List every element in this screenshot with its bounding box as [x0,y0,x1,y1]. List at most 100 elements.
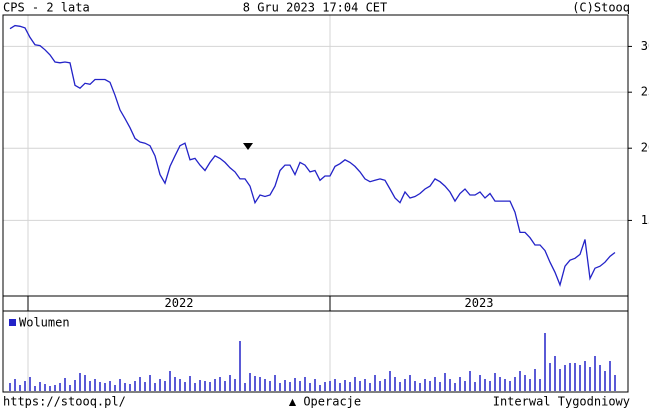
volume-bar [489,381,491,391]
volume-bar [209,382,211,391]
volume-bar [104,383,106,391]
volume-bar [154,383,156,391]
volume-bar [564,365,566,391]
volume-bar [124,383,126,391]
volume-bar [344,380,346,391]
volume-bar [434,377,436,391]
volume-bar [519,371,521,391]
volume-bar [594,356,596,391]
legend-label: Wolumen [19,316,70,330]
volume-bar [94,379,96,391]
volume-bar [279,383,281,391]
volume-bar [484,379,486,391]
volume-bar [79,373,81,391]
volume-bar [339,383,341,391]
volume-bar [289,382,291,391]
footer-url: https://stooq.pl/ [3,395,126,409]
y-tick-label: 30 [641,39,649,53]
volume-bar [529,379,531,391]
volume-bar [164,381,166,391]
volume-bar [99,382,101,391]
volume-bar [474,382,476,391]
volume-bar [364,379,366,391]
volume-bar [424,379,426,391]
volume-bar [599,365,601,391]
volume-bar [54,385,56,391]
volume-bar [574,363,576,391]
volume-bar [454,383,456,391]
volume-bar [399,382,401,391]
volume-bar [524,375,526,391]
volume-bar [354,377,356,391]
volume-bar [244,383,246,391]
volume-bar [584,361,586,391]
volume-bar [569,363,571,391]
price-line [9,24,616,287]
volume-bar [239,341,241,391]
volume-bar [44,384,46,391]
volume-bar [64,378,66,391]
volume-bar [324,382,326,391]
x-tick-label: 2022 [165,296,194,310]
volume-bar [409,375,411,391]
volume-bar [214,379,216,391]
volume-bar [134,381,136,391]
copyright: (C)Stooq [572,1,630,15]
volume-bar [389,371,391,391]
volume-bar [539,379,541,391]
y-tick-label: 25 [641,85,649,99]
volume-bar [494,373,496,391]
volume-bar [169,371,171,391]
volume-bar [204,381,206,391]
volume-bar [329,381,331,391]
volume-bar [614,375,616,391]
volume-bar [224,381,226,391]
volume-bar [249,373,251,391]
volume-bar [534,369,536,391]
volume-bar [284,380,286,391]
volume-bar [349,382,351,391]
volume-bar [24,381,26,391]
volume-bar [314,379,316,391]
x-tick-label: 2023 [465,296,494,310]
volume-bar [49,386,51,391]
volume-bar [149,375,151,391]
volume-bar [219,377,221,391]
volume-bar [414,381,416,391]
volume-bar [404,379,406,391]
y-tick-label: 15 [641,213,649,227]
volume-bar [499,377,501,391]
volume-bar [14,379,16,391]
volume-bar [129,384,131,391]
volume-bar [509,381,511,391]
volume-bar [604,371,606,391]
volume-bar [429,381,431,391]
volume-bar [264,379,266,391]
volume-bar [469,371,471,391]
volume-bar [254,376,256,391]
volume-bar [554,356,556,391]
volume-bar [504,379,506,391]
volume-bar [359,381,361,391]
volume-bar [199,380,201,391]
volume-bar [259,377,261,391]
legend-swatch [9,319,16,326]
volume-bar [159,379,161,391]
volume-bar [419,383,421,391]
volume-bar [444,373,446,391]
operation-marker [243,143,253,150]
volume-bar [229,375,231,391]
volume-bar [439,382,441,391]
volume-bar [139,377,141,391]
volume-bar [369,383,371,391]
volume-bar [69,385,71,391]
volume-bar [84,375,86,391]
volume-bar [194,383,196,391]
volume-bar [39,382,41,391]
volume-bar [609,361,611,391]
volume-bar [144,382,146,391]
volume-bar [459,377,461,391]
volume-bar [449,379,451,391]
